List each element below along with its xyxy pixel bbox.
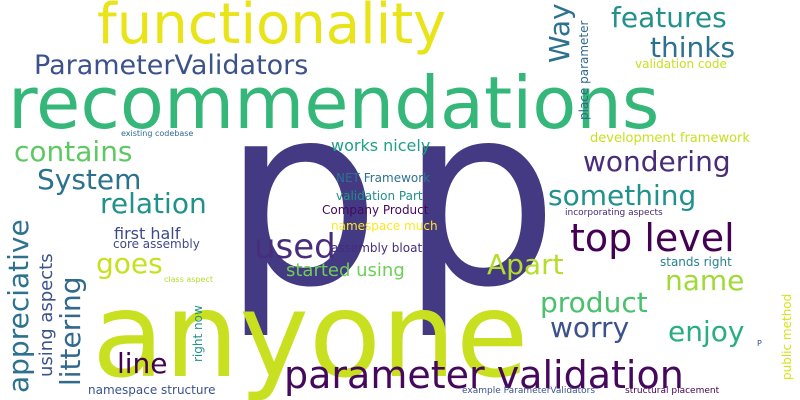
- word-existing-codebase: existing codebase: [121, 129, 194, 138]
- word-incorporating-aspects: incorporating aspects: [565, 208, 663, 218]
- word-company-product: Company Product: [322, 203, 429, 217]
- word-top-level: top level: [570, 216, 735, 260]
- word-p-small: P: [757, 339, 762, 348]
- word-development-framework: development framework: [590, 131, 750, 146]
- word-littering: littering: [54, 276, 87, 386]
- word-assembly-bloat: assembly bloat: [331, 241, 423, 255]
- word-features: features: [611, 1, 727, 34]
- word-p-left: p: [222, 51, 381, 342]
- word-apart: Apart: [487, 248, 564, 281]
- word-first-half: first half: [114, 224, 181, 243]
- word-recommendations: recommendations: [8, 61, 660, 145]
- word-parameter-validation: parameter validation: [284, 353, 684, 397]
- word-class-aspect: class aspect: [164, 275, 214, 284]
- word-structural-placement: structural placement: [625, 386, 720, 396]
- word-namespace-structure: namespace structure: [88, 383, 216, 397]
- word-net-framework: NET Framework: [336, 171, 431, 185]
- word-worry: worry: [550, 311, 630, 344]
- word-used: used: [254, 227, 336, 267]
- word-validation-part: validation Part: [336, 189, 423, 203]
- word-core-assembly: core assembly: [113, 237, 200, 251]
- word-parametervalidators: ParameterValidators: [34, 50, 309, 81]
- word-wondering: wondering: [583, 145, 731, 178]
- word-p-right: p: [400, 51, 559, 342]
- word-name: name: [665, 264, 745, 297]
- word-relation: relation: [100, 187, 207, 220]
- word-using-aspects: using aspects: [36, 253, 57, 377]
- word-contains: contains: [14, 135, 133, 168]
- word-enjoy: enjoy: [668, 315, 745, 348]
- word-product: product: [540, 286, 648, 319]
- word-anyone: anyone: [92, 266, 529, 400]
- word-thinks: thinks: [650, 31, 736, 64]
- word-place-parameter: place parameter: [577, 20, 591, 120]
- word-validation-code: validation code: [635, 57, 727, 71]
- word-example-parametervalidators: example ParameterValidators: [462, 386, 596, 396]
- word-system: System: [37, 163, 142, 196]
- word-started-using: started using: [286, 260, 405, 281]
- word-works-nicely: works nicely: [331, 136, 431, 155]
- word-appreciative: appreciative: [2, 219, 35, 393]
- word-right-now: right now: [191, 305, 205, 362]
- word-functionality: functionality: [97, 0, 447, 57]
- word-public-method: public method: [780, 293, 794, 380]
- word-namespace-much: namespace much: [331, 219, 438, 233]
- word-something: something: [548, 179, 697, 212]
- word-way: Way: [543, 3, 576, 63]
- word-stands-right: stands right: [660, 255, 732, 269]
- word-line: line: [117, 347, 168, 380]
- word-goes: goes: [96, 247, 163, 280]
